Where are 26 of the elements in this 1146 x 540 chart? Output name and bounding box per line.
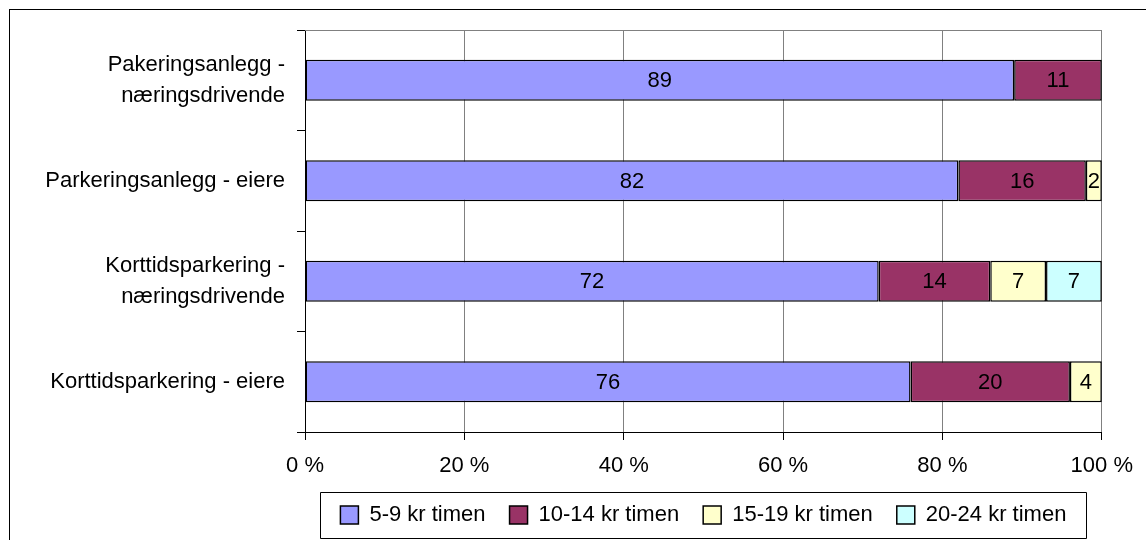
data-label: 4 xyxy=(1079,368,1092,394)
y-tick-label: Korttidsparkering - eiere xyxy=(50,367,285,393)
y-tick-label: Parkeringsanlegg - eiere xyxy=(45,166,285,192)
x-tick-label: 60 % xyxy=(758,452,809,478)
data-label: 20 xyxy=(978,368,1003,394)
data-label: 72 xyxy=(579,268,605,294)
data-label: 7 xyxy=(1067,268,1081,294)
legend-label: 20-24 kr timen xyxy=(925,501,1067,527)
data-label: 89 xyxy=(647,67,673,93)
x-tick-label: 20 % xyxy=(439,452,490,478)
x-tick-label: 80 % xyxy=(917,452,968,478)
x-tick-label: 100 % xyxy=(1070,452,1134,478)
data-label: 16 xyxy=(1009,167,1035,193)
y-tick-label: Korttidsparkering - næringsdrivende xyxy=(105,251,285,308)
data-label: 76 xyxy=(595,368,621,394)
data-label: 7 xyxy=(1012,268,1025,294)
data-label: 14 xyxy=(922,268,947,294)
data-label: 11 xyxy=(1046,67,1070,93)
x-tick-label: 0 % xyxy=(286,452,324,478)
y-tick-label: Pakeringsanlegg - næringsdrivende xyxy=(107,50,285,107)
legend-label: 5-9 kr timen xyxy=(369,501,486,527)
x-tick-label: 40 % xyxy=(598,452,649,478)
legend-label: 15-19 kr timen xyxy=(732,501,873,527)
data-label: 2 xyxy=(1087,167,1100,193)
legend-label: 10-14 kr timen xyxy=(538,501,680,527)
data-label: 82 xyxy=(619,167,645,193)
